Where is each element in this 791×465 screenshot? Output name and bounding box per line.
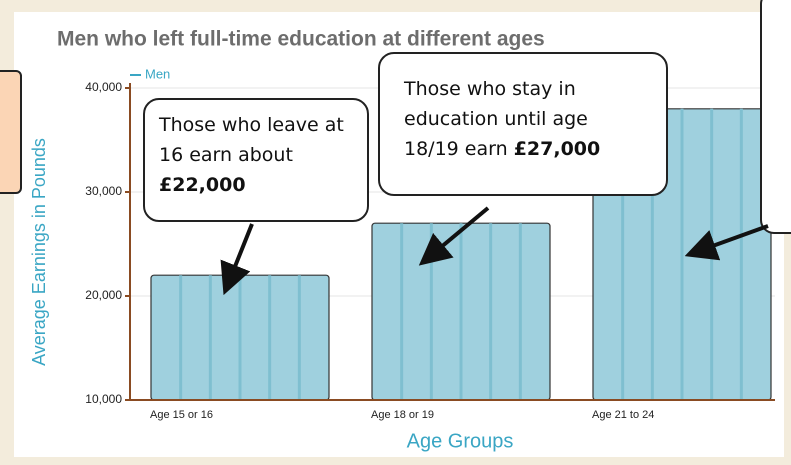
x-axis-label: Age Groups bbox=[407, 430, 514, 452]
cut-callout bbox=[0, 70, 22, 194]
callout-bold: £27,000 bbox=[513, 138, 601, 160]
x-tick-label: Age 21 to 24 bbox=[592, 409, 654, 421]
y-tick-label: 20,000 bbox=[85, 288, 122, 302]
legend-label: Men bbox=[145, 66, 170, 81]
x-tick-label: Age 15 or 16 bbox=[150, 409, 213, 421]
callout: Those who leave at 16 earn about £22,000 bbox=[143, 98, 369, 222]
chart-title: Men who left full-time education at diff… bbox=[57, 28, 545, 51]
y-tick-label: 40,000 bbox=[85, 80, 122, 94]
callout: Those who stay in education until age 18… bbox=[378, 52, 668, 196]
callout-text: Those who stay in education until age 18… bbox=[404, 78, 588, 160]
cut-callout bbox=[760, 0, 791, 234]
callout-text: Those who leave at 16 earn about bbox=[159, 114, 344, 166]
y-axis-label: Average Earnings in Pounds bbox=[29, 138, 49, 366]
y-tick-label: 30,000 bbox=[85, 184, 122, 198]
callout-bold: £22,000 bbox=[159, 174, 246, 196]
y-tick-label: 10,000 bbox=[85, 392, 122, 406]
x-tick-label: Age 18 or 19 bbox=[371, 409, 434, 421]
